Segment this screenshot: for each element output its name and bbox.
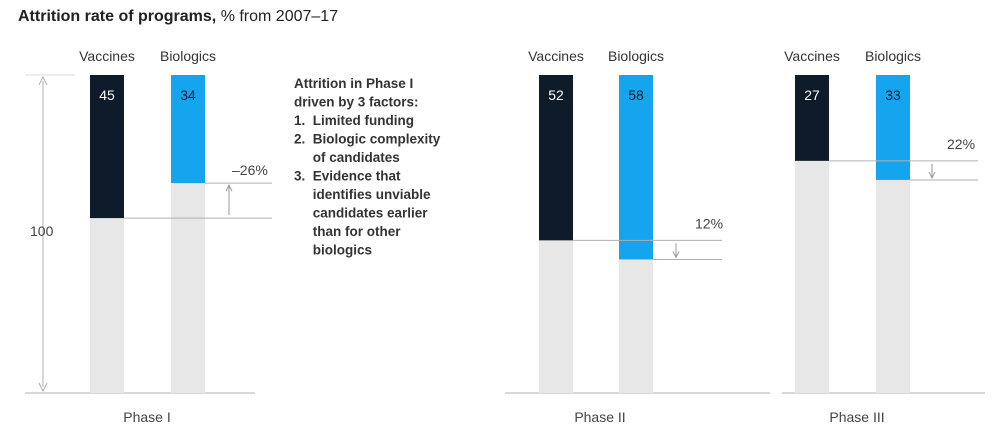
annotation-note-line: driven by 3 factors: [294, 95, 419, 110]
bar-remainder [539, 240, 573, 393]
bar-vaccines [90, 75, 124, 219]
bar-remainder [795, 160, 829, 393]
chart-title: Attrition rate of programs, % from 2007–… [18, 8, 338, 26]
bar-remainder [90, 218, 124, 393]
annotation-note-line: candidates earlier [294, 206, 428, 221]
series-label: Vaccines [79, 48, 135, 64]
annotation-note-line: 3. Evidence that [294, 169, 401, 184]
chart-title-sub: % from 2007–17 [220, 8, 339, 25]
series-label: Biologics [608, 48, 664, 64]
bar-biologics [619, 75, 653, 260]
annotation-note-line: 2. Biologic complexity [294, 132, 441, 147]
series-label: Biologics [160, 48, 216, 64]
data-label: 58 [628, 87, 644, 103]
annotation-note-line: of candidates [294, 150, 400, 165]
category-label: Phase I [123, 409, 170, 425]
category-label: Phase III [829, 409, 884, 425]
difference-arrowhead [672, 251, 680, 259]
data-label: 27 [804, 87, 820, 103]
difference-arrowhead [225, 184, 233, 192]
difference-label: 12% [695, 215, 723, 231]
data-label: 52 [548, 87, 564, 103]
difference-label: –26% [232, 162, 268, 178]
annotation-note-line: than for other [294, 224, 401, 239]
chart-title-main: Attrition rate of programs, [18, 8, 217, 25]
annotation-note-line: identifies unviable [294, 187, 431, 202]
bar-biologics [171, 75, 205, 184]
data-label: 34 [180, 87, 196, 103]
bar-vaccines [795, 75, 829, 161]
series-label: Biologics [865, 48, 921, 64]
data-label: 33 [885, 87, 901, 103]
bar-biologics [876, 75, 910, 180]
annotation-note-line: Attrition in Phase I [294, 76, 413, 91]
y-axis-label: 100 [30, 223, 54, 239]
bar-remainder [876, 179, 910, 393]
difference-label: 22% [947, 136, 975, 152]
data-label: 45 [99, 87, 115, 103]
annotation-note-line: biologics [294, 243, 372, 258]
bar-remainder [171, 183, 205, 393]
series-label: Vaccines [528, 48, 584, 64]
y-axis-arrow-top [38, 75, 48, 86]
category-label: Phase II [574, 409, 625, 425]
difference-arrowhead [928, 171, 936, 180]
series-label: Vaccines [784, 48, 840, 64]
y-axis-arrow-bottom [38, 382, 48, 393]
bar-remainder [619, 259, 653, 393]
annotation-note-line: 1. Limited funding [294, 113, 414, 128]
bar-vaccines [539, 75, 573, 241]
